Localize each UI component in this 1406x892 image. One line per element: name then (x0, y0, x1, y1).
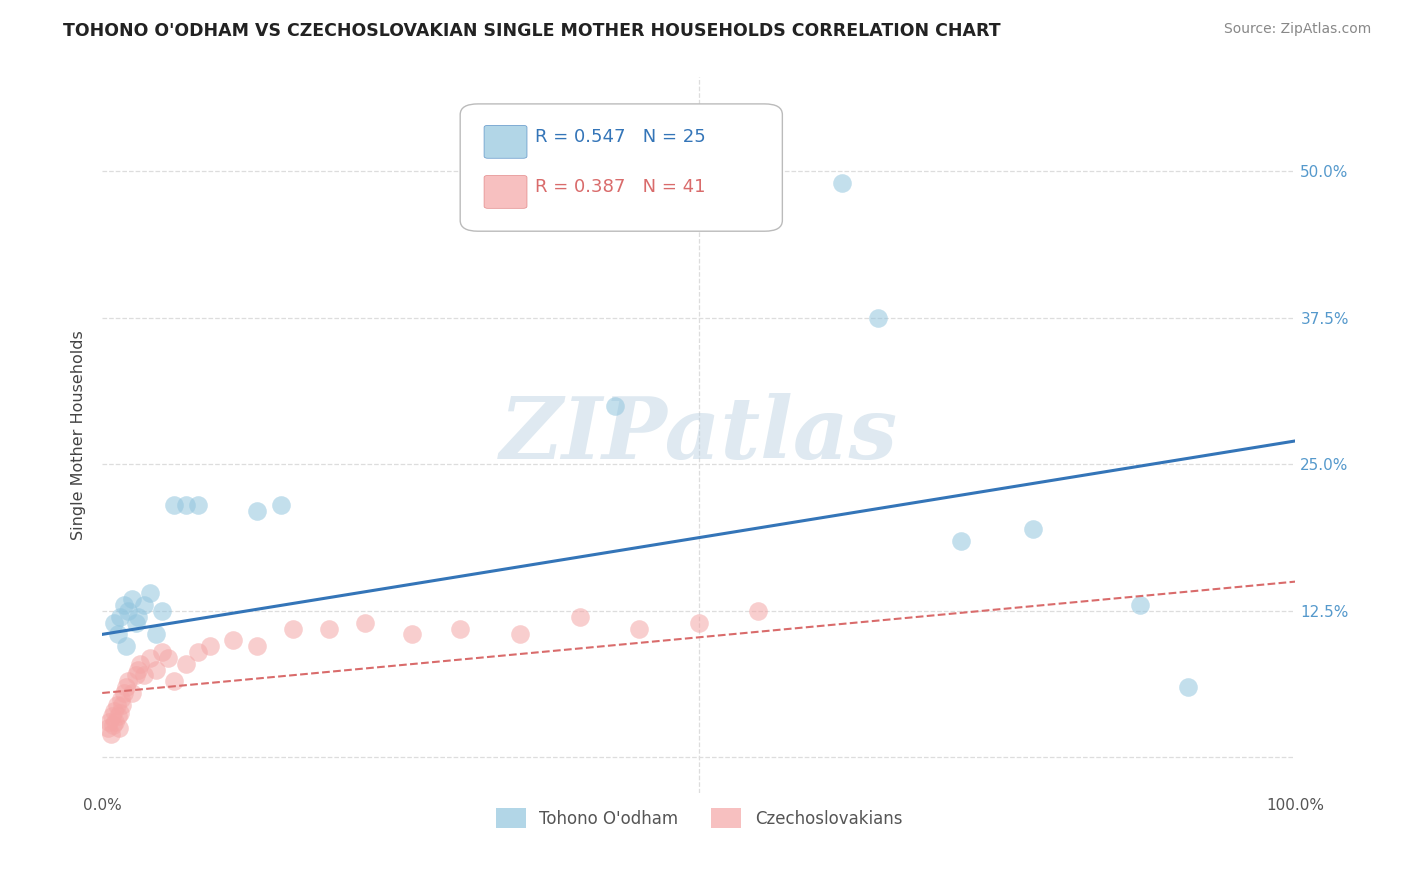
Point (98, 715, 121, 730)
Point (150, 645, 173, 659)
Point (174, 657, 197, 671)
Legend: Tohono O'odham, Czechoslovakians: Tohono O'odham, Czechoslovakians (489, 802, 908, 834)
Point (111, 698, 134, 712)
FancyBboxPatch shape (460, 103, 782, 231)
Point (127, 663, 149, 677)
Point (187, 645, 209, 659)
Point (127, 609, 149, 624)
Point (110, 691, 132, 706)
Point (401, 627, 423, 641)
Point (132, 668, 155, 682)
Point (318, 622, 340, 636)
Point (97, 721, 120, 735)
Point (121, 686, 143, 700)
Point (568, 609, 591, 624)
Point (100, 727, 122, 741)
Point (115, 639, 138, 653)
Y-axis label: Single Mother Households: Single Mother Households (72, 330, 86, 540)
Point (112, 686, 135, 700)
FancyBboxPatch shape (484, 176, 527, 209)
Point (124, 668, 146, 682)
Point (246, 504, 269, 518)
Point (174, 499, 197, 513)
Text: ZIPatlas: ZIPatlas (499, 393, 898, 477)
Point (139, 586, 162, 600)
Point (1177, 680, 1199, 694)
Point (132, 598, 155, 612)
Point (139, 650, 162, 665)
Point (104, 715, 127, 730)
Point (605, 399, 627, 413)
Point (101, 717, 124, 731)
Point (108, 706, 131, 720)
Point (509, 627, 531, 641)
Point (163, 674, 186, 689)
Point (103, 615, 125, 630)
Text: Source: ZipAtlas.com: Source: ZipAtlas.com (1223, 22, 1371, 37)
Point (150, 604, 173, 618)
Point (105, 698, 128, 712)
Point (1022, 522, 1045, 536)
Point (246, 639, 269, 653)
Point (270, 499, 292, 513)
Point (198, 639, 221, 653)
Point (121, 592, 143, 607)
Point (124, 615, 146, 630)
Text: R = 0.547   N = 25: R = 0.547 N = 25 (536, 128, 706, 145)
Point (145, 627, 167, 641)
Point (866, 310, 889, 325)
Point (688, 615, 710, 630)
Point (108, 721, 131, 735)
Point (108, 609, 131, 624)
Point (103, 704, 125, 718)
Point (222, 633, 245, 648)
Text: TOHONO O'ODHAM VS CZECHOSLOVAKIAN SINGLE MOTHER HOUSEHOLDS CORRELATION CHART: TOHONO O'ODHAM VS CZECHOSLOVAKIAN SINGLE… (63, 22, 1001, 40)
Point (112, 598, 135, 612)
Point (950, 533, 973, 548)
Point (187, 499, 209, 513)
Point (156, 650, 179, 665)
Point (145, 663, 167, 677)
Text: R = 0.387   N = 41: R = 0.387 N = 41 (536, 178, 706, 196)
FancyBboxPatch shape (484, 126, 527, 158)
Point (100, 709, 122, 723)
Point (115, 680, 138, 694)
Point (831, 176, 853, 190)
Point (1129, 598, 1152, 612)
Point (117, 604, 139, 618)
Point (163, 499, 186, 513)
Point (449, 622, 471, 636)
Point (117, 674, 139, 689)
Point (353, 615, 375, 630)
Point (628, 622, 651, 636)
Point (107, 627, 129, 641)
Point (129, 657, 152, 671)
Point (281, 622, 304, 636)
Point (747, 604, 769, 618)
Point (107, 709, 129, 723)
